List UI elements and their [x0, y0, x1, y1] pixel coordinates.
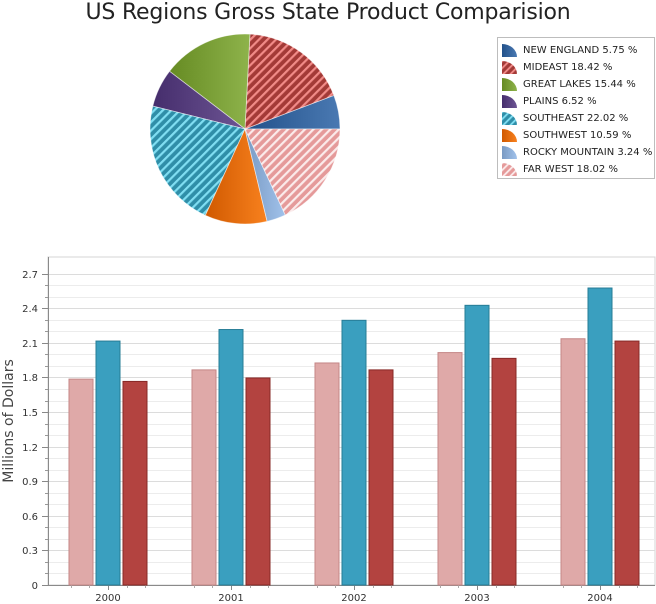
bar-2001-series-1[interactable]: [191, 369, 217, 586]
y-tick-label: 0: [32, 581, 38, 592]
legend-label: PLAINS 6.52 %: [523, 95, 597, 107]
bar-2001-series-3[interactable]: [245, 377, 271, 586]
bar-2004-series-1[interactable]: [560, 338, 586, 586]
x-tick-label: 2004: [587, 593, 612, 604]
legend-swatch-icon: [502, 44, 517, 57]
legend-label: ROCKY MOUNTAIN 3.24 %: [523, 146, 653, 158]
y-tick-label: 0.6: [22, 512, 38, 523]
bar-2001-series-2[interactable]: [218, 329, 244, 586]
y-tick-label: 2.1: [22, 339, 38, 350]
x-tick-label: 2001: [218, 593, 243, 604]
y-tick-label: 2.7: [22, 270, 38, 281]
y-tick-label: 0.9: [22, 477, 38, 488]
pie-slice-mideast[interactable]: [244, 33, 335, 130]
bar-2004-series-3[interactable]: [614, 340, 640, 586]
chart-title: US Regions Gross State Product Comparisi…: [85, 0, 571, 25]
legend-label: GREAT LAKES 15.44 %: [523, 78, 636, 90]
y-tick-label: 0.3: [22, 546, 38, 557]
bar-2002-series-1[interactable]: [314, 362, 340, 586]
bar-2004-series-2[interactable]: [587, 287, 613, 586]
legend-label: MIDEAST 18.42 %: [523, 61, 613, 73]
legend-swatch-icon: [502, 112, 517, 125]
pie-legend: NEW ENGLAND 5.75 % MIDEAST 18.42 % GREAT L…: [497, 37, 655, 179]
x-tick-label: 2000: [95, 593, 120, 604]
legend-item: ROCKY MOUNTAIN 3.24 %: [502, 144, 652, 160]
legend-item: FAR WEST 18.02 %: [502, 161, 618, 177]
legend-label: SOUTHWEST 10.59 %: [523, 129, 632, 141]
bar-2003-series-2[interactable]: [464, 304, 490, 586]
legend-item: SOUTHWEST 10.59 %: [502, 127, 631, 143]
legend-label: FAR WEST 18.02 %: [523, 163, 618, 175]
legend-swatch-icon: [502, 129, 517, 142]
legend-item: GREAT LAKES 15.44 %: [502, 76, 636, 92]
bar-2000-series-2[interactable]: [95, 340, 121, 586]
y-tick-label: 2.4: [22, 304, 38, 315]
y-tick-label: 1.2: [22, 443, 38, 454]
pie-slice-great-lakes[interactable]: [168, 33, 251, 130]
legend-swatch-icon: [502, 78, 517, 91]
legend-swatch-icon: [502, 163, 517, 176]
legend-swatch-icon: [502, 61, 517, 74]
bar-2002-series-3[interactable]: [368, 369, 394, 586]
legend-swatch-icon: [502, 146, 517, 159]
legend-label: NEW ENGLAND 5.75 %: [523, 44, 638, 56]
pie-slice-far-west[interactable]: [244, 128, 341, 216]
y-tick-label: 1.5: [22, 408, 38, 419]
x-tick-label: 2003: [464, 593, 489, 604]
legend-item: NEW ENGLAND 5.75 %: [502, 42, 637, 58]
x-tick-label: 2002: [341, 593, 366, 604]
legend-item: SOUTHEAST 22.02 %: [502, 110, 628, 126]
legend-label: SOUTHEAST 22.02 %: [523, 112, 629, 124]
pie-chart: [149, 33, 341, 225]
legend-item: MIDEAST 18.42 %: [502, 59, 612, 75]
bar-2003-series-1[interactable]: [437, 352, 463, 586]
pie-slice-southeast[interactable]: [149, 105, 246, 216]
legend-item: PLAINS 6.52 %: [502, 93, 597, 109]
bar-2003-series-3[interactable]: [491, 357, 517, 586]
bar-2002-series-2[interactable]: [341, 319, 367, 586]
y-tick-label: 1.8: [22, 373, 38, 384]
legend-swatch-icon: [502, 95, 517, 108]
y-axis-title: Millions of Dollars: [1, 359, 17, 483]
bar-2000-series-1[interactable]: [68, 378, 94, 586]
bar-2000-series-3[interactable]: [122, 380, 148, 586]
